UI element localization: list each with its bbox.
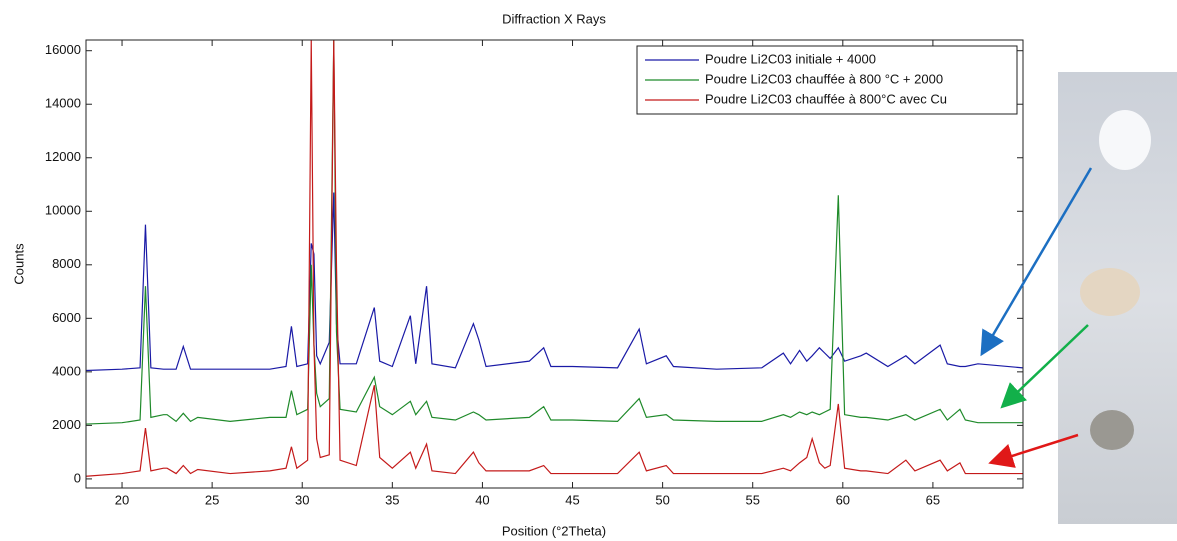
- x-tick-label: 45: [565, 492, 579, 507]
- legend-label: Poudre Li2C03 initiale + 4000: [705, 51, 876, 66]
- y-tick-label: 4000: [52, 363, 81, 378]
- series-line: [86, 40, 1023, 477]
- arrow-green: [1000, 324, 1089, 409]
- series-line: [86, 40, 1023, 425]
- y-tick-label: 14000: [45, 96, 81, 111]
- x-tick-label: 30: [295, 492, 309, 507]
- y-tick-label: 16000: [45, 42, 81, 57]
- y-tick-label: 6000: [52, 310, 81, 325]
- legend-box: [636, 45, 1018, 115]
- y-tick-label: 0: [74, 470, 81, 485]
- x-tick-label: 50: [655, 492, 669, 507]
- arrow-blue: [980, 167, 1093, 357]
- y-tick-label: 10000: [45, 203, 81, 218]
- legend-label: Poudre Li2C03 chauffée à 800°C avec Cu: [705, 91, 947, 106]
- x-tick-label: 55: [745, 492, 759, 507]
- series-line: [86, 192, 1023, 372]
- x-tick-label: 35: [385, 492, 399, 507]
- y-tick-label: 12000: [45, 149, 81, 164]
- x-tick-label: 60: [836, 492, 850, 507]
- legend-label: Poudre Li2C03 chauffée à 800 °C + 2000: [705, 71, 943, 86]
- beige-powder: [1080, 268, 1140, 316]
- chart-title: Diffraction X Rays: [502, 11, 606, 26]
- axes-box: [85, 39, 1024, 489]
- legend: Poudre Li2C03 initiale + 4000 Poudre Li2C…: [636, 45, 1018, 115]
- white-powder: [1099, 110, 1151, 170]
- x-tick-label: 40: [475, 492, 489, 507]
- x-tick-label: 25: [205, 492, 219, 507]
- y-tick-label: 2000: [52, 417, 81, 432]
- arrows: [980, 167, 1093, 468]
- x-axis-label: Position (°2Theta): [502, 523, 606, 538]
- grey-powder: [1090, 410, 1134, 450]
- plot-area: [86, 40, 1023, 477]
- y-tick-label: 8000: [52, 256, 81, 271]
- x-tick-label: 20: [115, 492, 129, 507]
- powder-photo: [1058, 72, 1177, 524]
- x-tick-label: 65: [926, 492, 940, 507]
- y-axis-label: Counts: [11, 243, 26, 285]
- arrow-red: [988, 433, 1079, 468]
